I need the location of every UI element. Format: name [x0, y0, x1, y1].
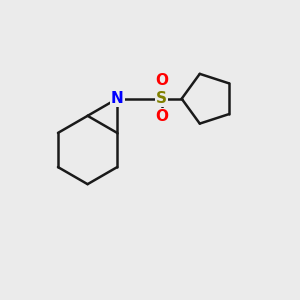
Text: S: S: [156, 91, 167, 106]
Text: N: N: [111, 91, 124, 106]
Text: O: O: [155, 109, 168, 124]
Text: O: O: [155, 74, 168, 88]
